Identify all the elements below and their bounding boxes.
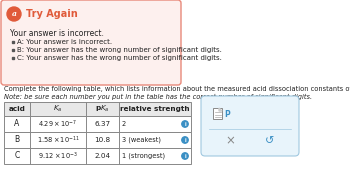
Text: 1 (strongest): 1 (strongest) — [122, 153, 165, 159]
Text: C: C — [14, 152, 20, 160]
Text: B: B — [14, 136, 20, 144]
FancyBboxPatch shape — [201, 96, 299, 156]
Text: acid: acid — [8, 106, 26, 112]
Text: P: P — [224, 110, 230, 119]
Text: i: i — [184, 153, 186, 159]
Text: 6.37: 6.37 — [94, 121, 111, 127]
Circle shape — [182, 137, 188, 143]
Text: A: Your answer is incorrect.: A: Your answer is incorrect. — [17, 39, 112, 45]
Bar — [4, 116, 191, 132]
Text: i: i — [184, 121, 186, 126]
Text: a: a — [12, 10, 16, 18]
Text: Note: be sure each number you put in the table has the correct number of signifi: Note: be sure each number you put in the… — [4, 94, 312, 100]
Text: $K_a$: $K_a$ — [53, 104, 63, 114]
Text: i: i — [184, 137, 186, 142]
Bar — [4, 132, 191, 148]
Text: $4.29 \times 10^{-7}$: $4.29 \times 10^{-7}$ — [38, 118, 78, 130]
Circle shape — [182, 153, 188, 159]
FancyBboxPatch shape — [1, 0, 181, 85]
Text: ↺: ↺ — [265, 136, 274, 146]
Text: Complete the following table, which lists information about the measured acid di: Complete the following table, which list… — [4, 86, 350, 92]
Polygon shape — [219, 108, 222, 111]
Text: A: A — [14, 120, 20, 128]
Text: 2: 2 — [122, 121, 126, 127]
Text: 3 (weakest): 3 (weakest) — [122, 137, 161, 143]
Text: 10.8: 10.8 — [94, 137, 111, 143]
Text: Try Again: Try Again — [26, 9, 78, 19]
Text: C: Your answer has the wrong number of significant digits.: C: Your answer has the wrong number of s… — [17, 55, 222, 61]
Text: 2.04: 2.04 — [94, 153, 111, 159]
Text: Your answer is incorrect.: Your answer is incorrect. — [10, 29, 104, 38]
Text: B: Your answer has the wrong number of significant digits.: B: Your answer has the wrong number of s… — [17, 47, 222, 53]
Text: relative strength: relative strength — [120, 106, 190, 112]
Text: ×: × — [225, 134, 235, 147]
Bar — [4, 102, 191, 116]
Text: $1.58 \times 10^{-11}$: $1.58 \times 10^{-11}$ — [37, 134, 79, 146]
Bar — [213, 108, 222, 119]
Text: $9.12 \times 10^{-3}$: $9.12 \times 10^{-3}$ — [38, 150, 78, 162]
Circle shape — [7, 7, 21, 21]
Text: p$K_a$: p$K_a$ — [95, 104, 110, 114]
Circle shape — [182, 121, 188, 127]
Bar — [4, 148, 191, 164]
